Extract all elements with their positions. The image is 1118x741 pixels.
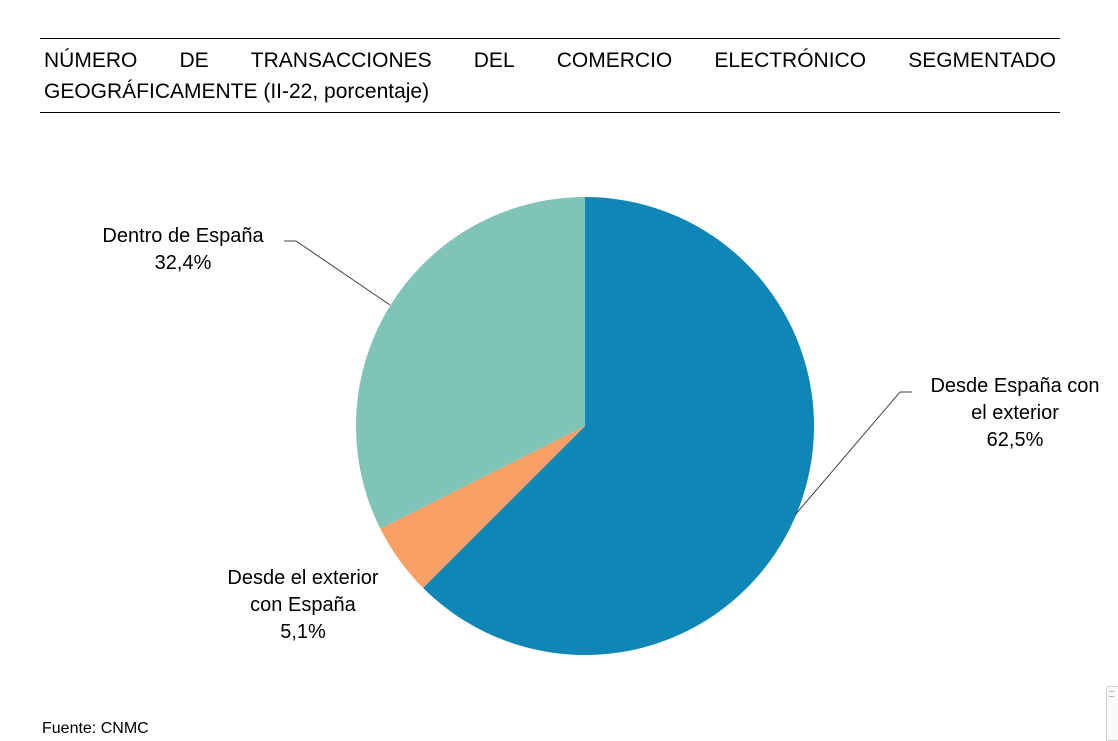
chart-title-word: NÚMERO xyxy=(44,49,138,72)
pie-slices xyxy=(356,197,814,656)
chart-title-word: DE xyxy=(179,49,209,72)
pie-labels: Desde España con el exterior 62,5% Desde el… xyxy=(102,225,1099,643)
source-note: Fuente: CNMC xyxy=(42,720,149,737)
slice-label-text: Desde el exterior xyxy=(227,567,379,589)
chart-title-line-2: GEOGRÁFICAMENTE (II-22, porcentaje) xyxy=(44,80,430,103)
slice-label-text: Dentro de España xyxy=(102,225,264,247)
slice-label-text: el exterior xyxy=(971,402,1059,424)
pie-leader-lines xyxy=(284,240,912,516)
slice-label-text: con España xyxy=(250,594,357,616)
slice-desde-el-exterior-con-espana xyxy=(380,426,585,588)
chart-title: NÚMERO DE TRANSACCIONES DEL COMERCIO ELECTRÓN… xyxy=(40,38,1060,113)
slice-desde-espana-con-el-exterior xyxy=(423,197,814,656)
slice-label-text: Desde España con xyxy=(930,375,1099,397)
grip-icon xyxy=(1109,691,1114,697)
slice-value-label: 62,5% xyxy=(987,429,1044,451)
chart-title-line-1: NÚMERO DE TRANSACCIONES DEL COMERCIO ELECTRÓN… xyxy=(44,45,1056,76)
chart-title-word: DEL xyxy=(473,49,515,72)
resize-handle[interactable] xyxy=(1106,686,1118,741)
leader-line xyxy=(794,391,912,516)
slice-value-label: 32,4% xyxy=(155,252,212,274)
chart-title-word: COMERCIO xyxy=(556,49,673,72)
slice-dentro-de-espana xyxy=(356,197,585,529)
chart-title-word: SEGMENTADO xyxy=(908,49,1056,72)
chart-title-word: ELECTRÓNICO xyxy=(714,49,867,72)
chart-title-word: TRANSACCIONES xyxy=(250,49,432,72)
leader-line xyxy=(284,240,391,306)
slice-value-label: 5,1% xyxy=(280,621,326,643)
